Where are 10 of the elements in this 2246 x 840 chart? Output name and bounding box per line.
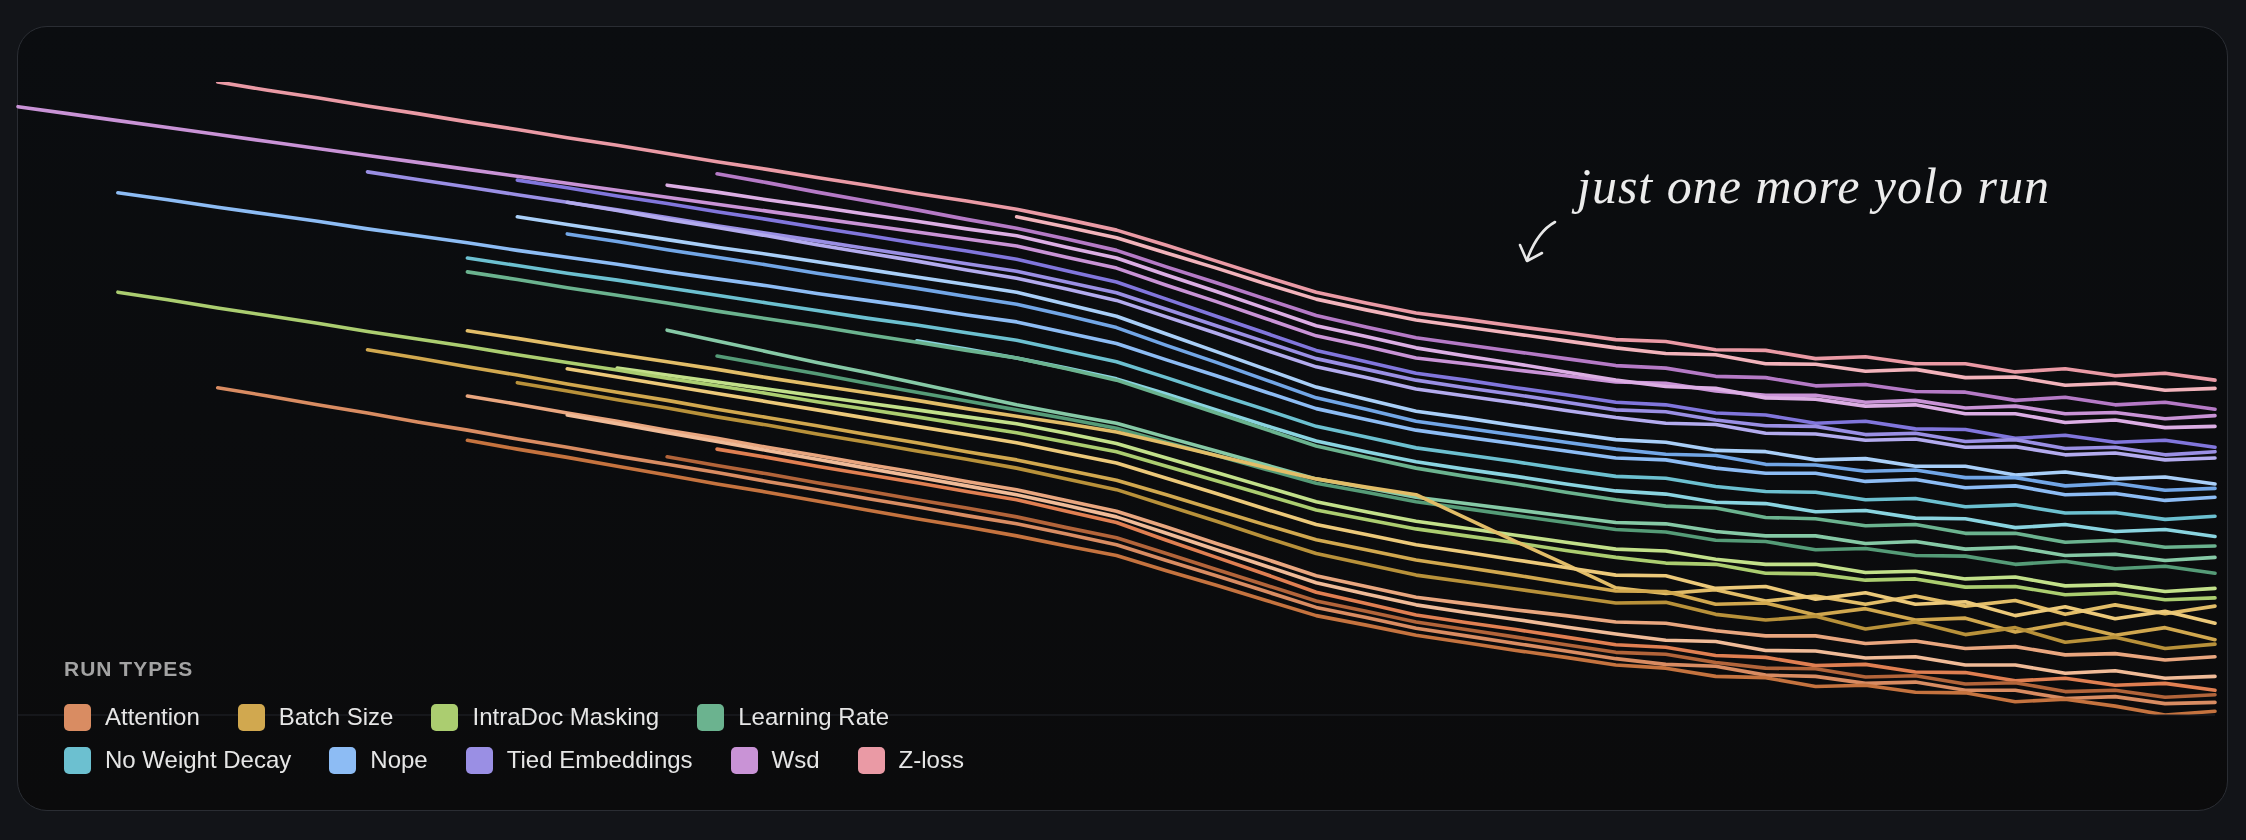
legend-label: Wsd xyxy=(771,746,820,774)
legend-label: Z-loss xyxy=(898,746,964,774)
legend-label: Learning Rate xyxy=(738,703,889,731)
legend-label: Nope xyxy=(370,746,428,774)
legend-label: IntraDoc Masking xyxy=(472,703,660,731)
legend-label: Tied Embeddings xyxy=(506,746,693,774)
legend-label: Batch Size xyxy=(278,703,394,731)
legend-label: No Weight Decay xyxy=(105,746,292,774)
legend-label: Attention xyxy=(105,703,200,731)
legend-title: RUN TYPES xyxy=(64,657,194,680)
